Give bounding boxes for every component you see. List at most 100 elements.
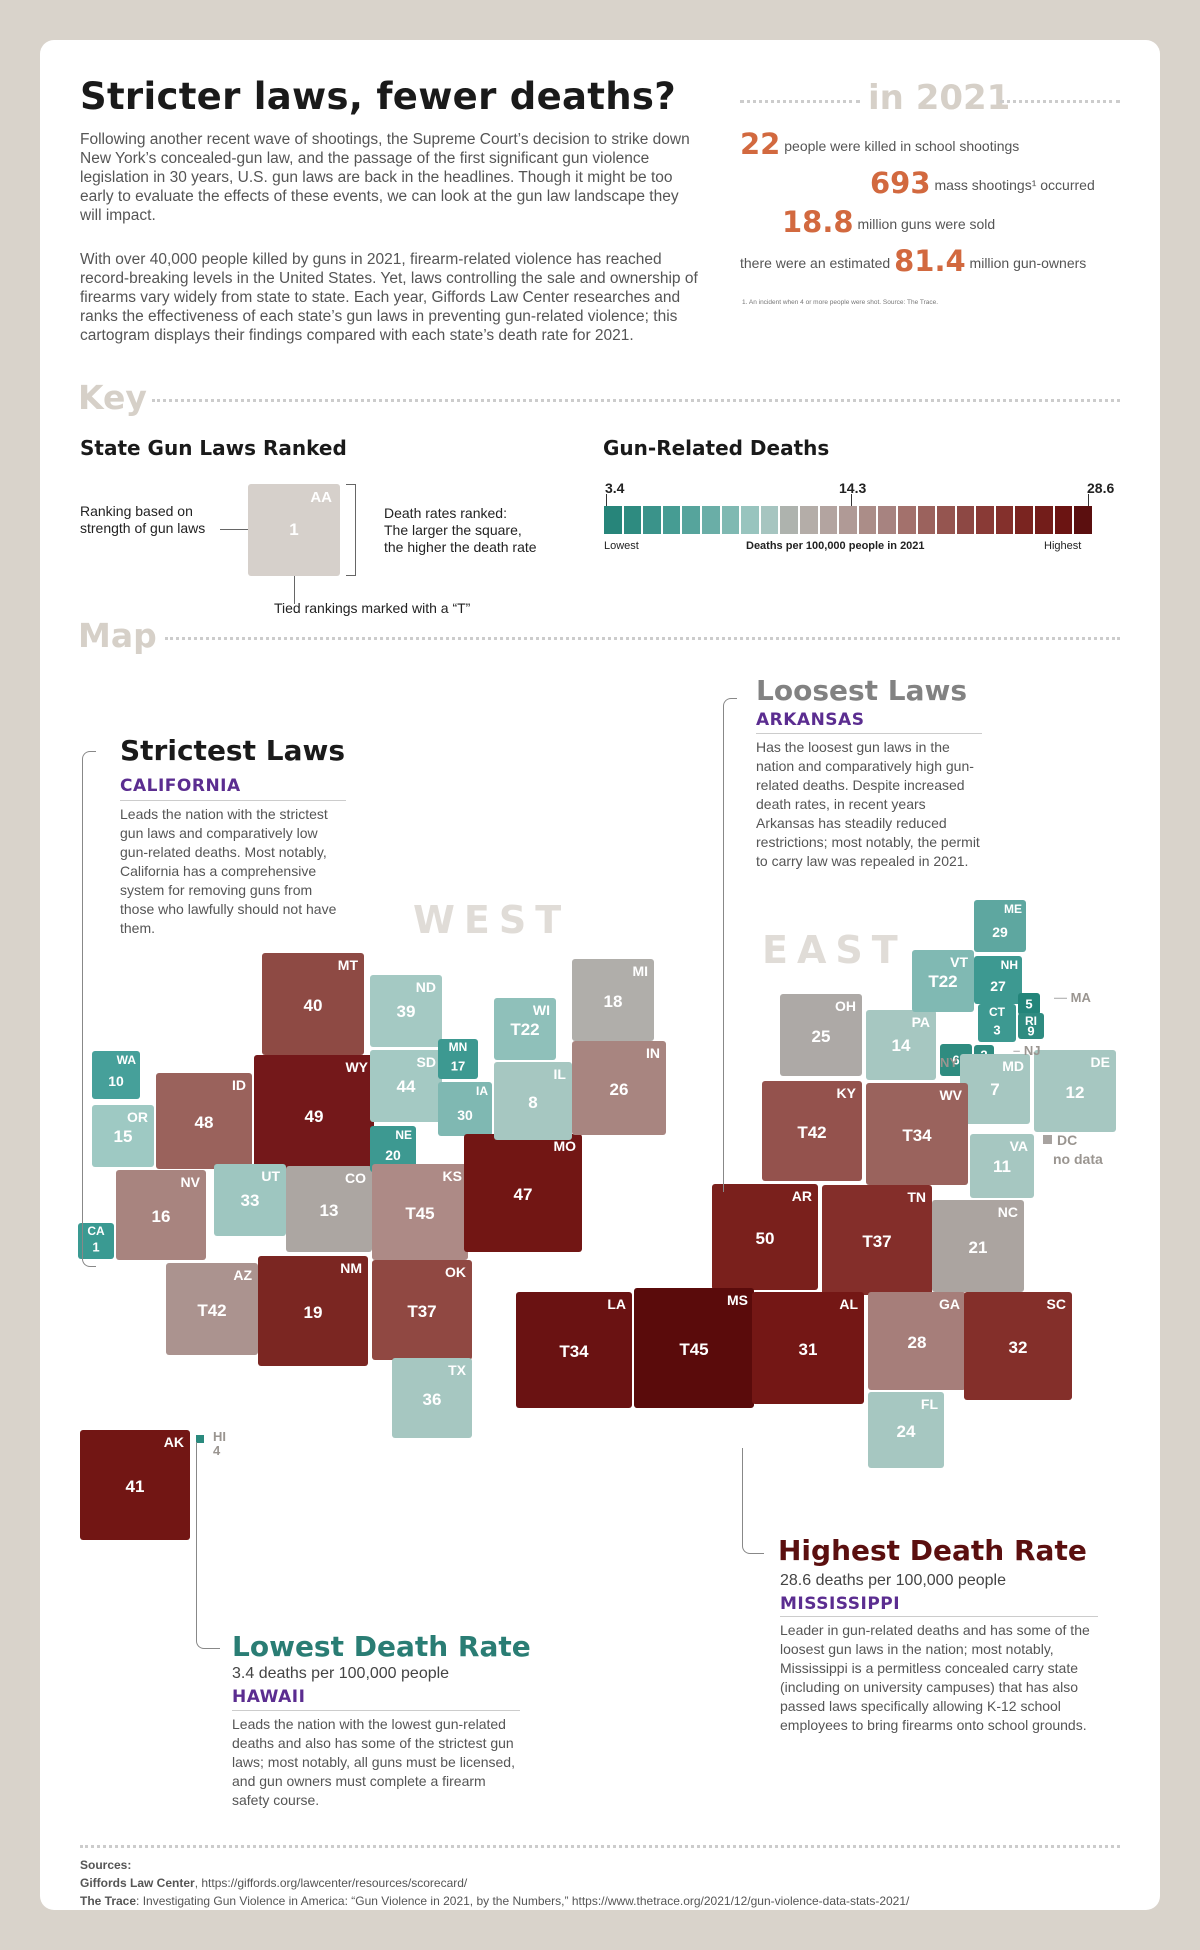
state-tile-ca: CA 1 xyxy=(78,1223,114,1259)
sources-divider xyxy=(80,1845,1120,1848)
state-abbr: OR xyxy=(127,1109,148,1125)
page-title: Stricter laws, fewer deaths? xyxy=(80,75,676,118)
state-rank: 13 xyxy=(319,1200,339,1220)
state-tile-oh: OH 25 xyxy=(780,994,862,1076)
state-tile-ct: CT 3 xyxy=(978,1004,1016,1042)
state-abbr: TN xyxy=(907,1189,926,1205)
lowest-heading: Lowest Death Rate xyxy=(232,1630,531,1663)
state-abbr: IN xyxy=(646,1045,660,1061)
loosest-connector xyxy=(723,698,737,1192)
stat-owners-pre: there were an estimated xyxy=(740,255,891,271)
state-abbr: MD xyxy=(1002,1058,1024,1074)
map-section-title: Map xyxy=(78,616,157,655)
state-abbr: PA xyxy=(911,1014,930,1030)
scale-swatch xyxy=(995,506,1014,534)
state-rank: T37 xyxy=(407,1302,437,1321)
state-rank: T34 xyxy=(559,1342,589,1362)
state-abbr: AK xyxy=(163,1434,184,1450)
state-tile-wv: WV T34 xyxy=(866,1083,968,1185)
infographic-card: Stricter laws, fewer deaths? Following a… xyxy=(40,40,1160,1910)
scale-swatch xyxy=(878,506,896,534)
scale-swatch xyxy=(604,506,622,534)
strictest-state: CALIFORNIA xyxy=(120,776,241,796)
state-abbr: AR xyxy=(791,1188,812,1204)
state-tile-id: ID 48 xyxy=(156,1073,252,1169)
state-rank: 48 xyxy=(194,1112,214,1132)
scale-min-label: 3.4 xyxy=(605,480,625,496)
highest-subheading: 28.6 deaths per 100,000 people xyxy=(780,1572,1006,1589)
state-rank: T37 xyxy=(862,1232,892,1252)
state-rank: T22 xyxy=(928,972,958,992)
state-rank: 3 xyxy=(993,1022,1001,1038)
ny-outside-label: NY xyxy=(940,1055,959,1070)
highest-body: Leader in gun-related deaths and has som… xyxy=(780,1616,1098,1735)
state-abbr: OK xyxy=(445,1264,466,1280)
key-divider xyxy=(152,399,1120,402)
key-sample-square: AA 1 xyxy=(248,484,340,576)
state-tile-il: IL 8 xyxy=(494,1062,572,1140)
state-abbr: ID xyxy=(232,1077,246,1093)
state-rank: 49 xyxy=(304,1107,324,1127)
state-abbr: CT xyxy=(989,1005,1005,1019)
state-rank: T42 xyxy=(797,1123,827,1142)
state-tile-or: OR 15 xyxy=(92,1105,154,1167)
east-label: EAST xyxy=(762,928,907,972)
state-abbr: WI xyxy=(532,1002,550,1018)
key-sample-rank: 1 xyxy=(289,520,299,539)
state-tile-in: IN 26 xyxy=(572,1041,666,1135)
state-abbr: WA xyxy=(116,1053,136,1067)
scale-swatch xyxy=(1054,506,1073,534)
state-tile-vt: VT T22 xyxy=(912,950,974,1012)
deaths-key-title: Gun-Related Deaths xyxy=(603,436,830,460)
state-rank: 26 xyxy=(609,1079,629,1099)
state-tile-ia: IA 30 xyxy=(438,1082,492,1136)
ranking-label: Ranking based on strength of gun laws xyxy=(80,503,206,536)
stats-divider-left xyxy=(740,100,860,103)
scale-lowest: Lowest xyxy=(604,540,639,552)
state-tile-sd: SD 44 xyxy=(370,1050,442,1122)
hi-label: HI xyxy=(213,1429,226,1444)
stat-guns-text: million guns were sold xyxy=(857,216,996,232)
state-tile-pa: PA 14 xyxy=(866,1010,936,1080)
death-label: Death rates ranked: The larger the squar… xyxy=(384,505,537,555)
state-rank: 39 xyxy=(396,1002,416,1022)
state-abbr: AZ xyxy=(233,1267,252,1283)
state-rank: 41 xyxy=(125,1477,145,1497)
intro-paragraph-1: Following another recent wave of shootin… xyxy=(80,131,690,224)
state-rank: T45 xyxy=(679,1340,709,1360)
state-rank: 29 xyxy=(992,924,1008,941)
state-abbr: UT xyxy=(261,1168,280,1184)
scale-swatch xyxy=(799,506,818,534)
state-rank: 7 xyxy=(990,1080,1000,1100)
state-tile-wa: WA 10 xyxy=(92,1051,140,1099)
scale-swatch xyxy=(976,506,994,534)
scale-swatch xyxy=(643,506,661,534)
state-tile-ks: KS T45 xyxy=(372,1164,468,1260)
state-rank: 24 xyxy=(896,1421,916,1441)
state-abbr: RI xyxy=(1025,1014,1037,1028)
loosest-body: Has the loosest gun laws in the nation a… xyxy=(756,733,982,871)
state-rank: 12 xyxy=(1065,1082,1085,1102)
state-abbr: IL xyxy=(553,1066,566,1082)
scale-swatch xyxy=(1035,506,1053,534)
state-rank: 19 xyxy=(303,1303,323,1323)
scale-swatch xyxy=(819,506,838,534)
lowest-subheading: 3.4 deaths per 100,000 people xyxy=(232,1665,450,1682)
dc-no-data: no data xyxy=(1053,1151,1103,1167)
strictest-connector xyxy=(82,751,96,1267)
tied-leader-line xyxy=(294,576,295,604)
scale-swatch xyxy=(956,506,975,534)
state-rank: 21 xyxy=(968,1237,988,1257)
west-label: WEST xyxy=(413,898,571,942)
state-abbr: FL xyxy=(920,1396,938,1412)
state-tile-tn: TN T37 xyxy=(822,1185,932,1295)
state-tile-ar: AR 50 xyxy=(712,1184,818,1290)
state-tile-co: CO 13 xyxy=(286,1166,372,1252)
state-rank: 50 xyxy=(755,1229,775,1249)
state-tile-mt: MT 40 xyxy=(262,953,364,1055)
scale-swatch xyxy=(682,506,700,534)
stat-guns-value: 18.8 xyxy=(782,205,854,239)
state-rank: 6 xyxy=(952,1052,960,1068)
scale-highest: Highest xyxy=(1044,540,1082,552)
state-rank: 33 xyxy=(240,1191,260,1211)
